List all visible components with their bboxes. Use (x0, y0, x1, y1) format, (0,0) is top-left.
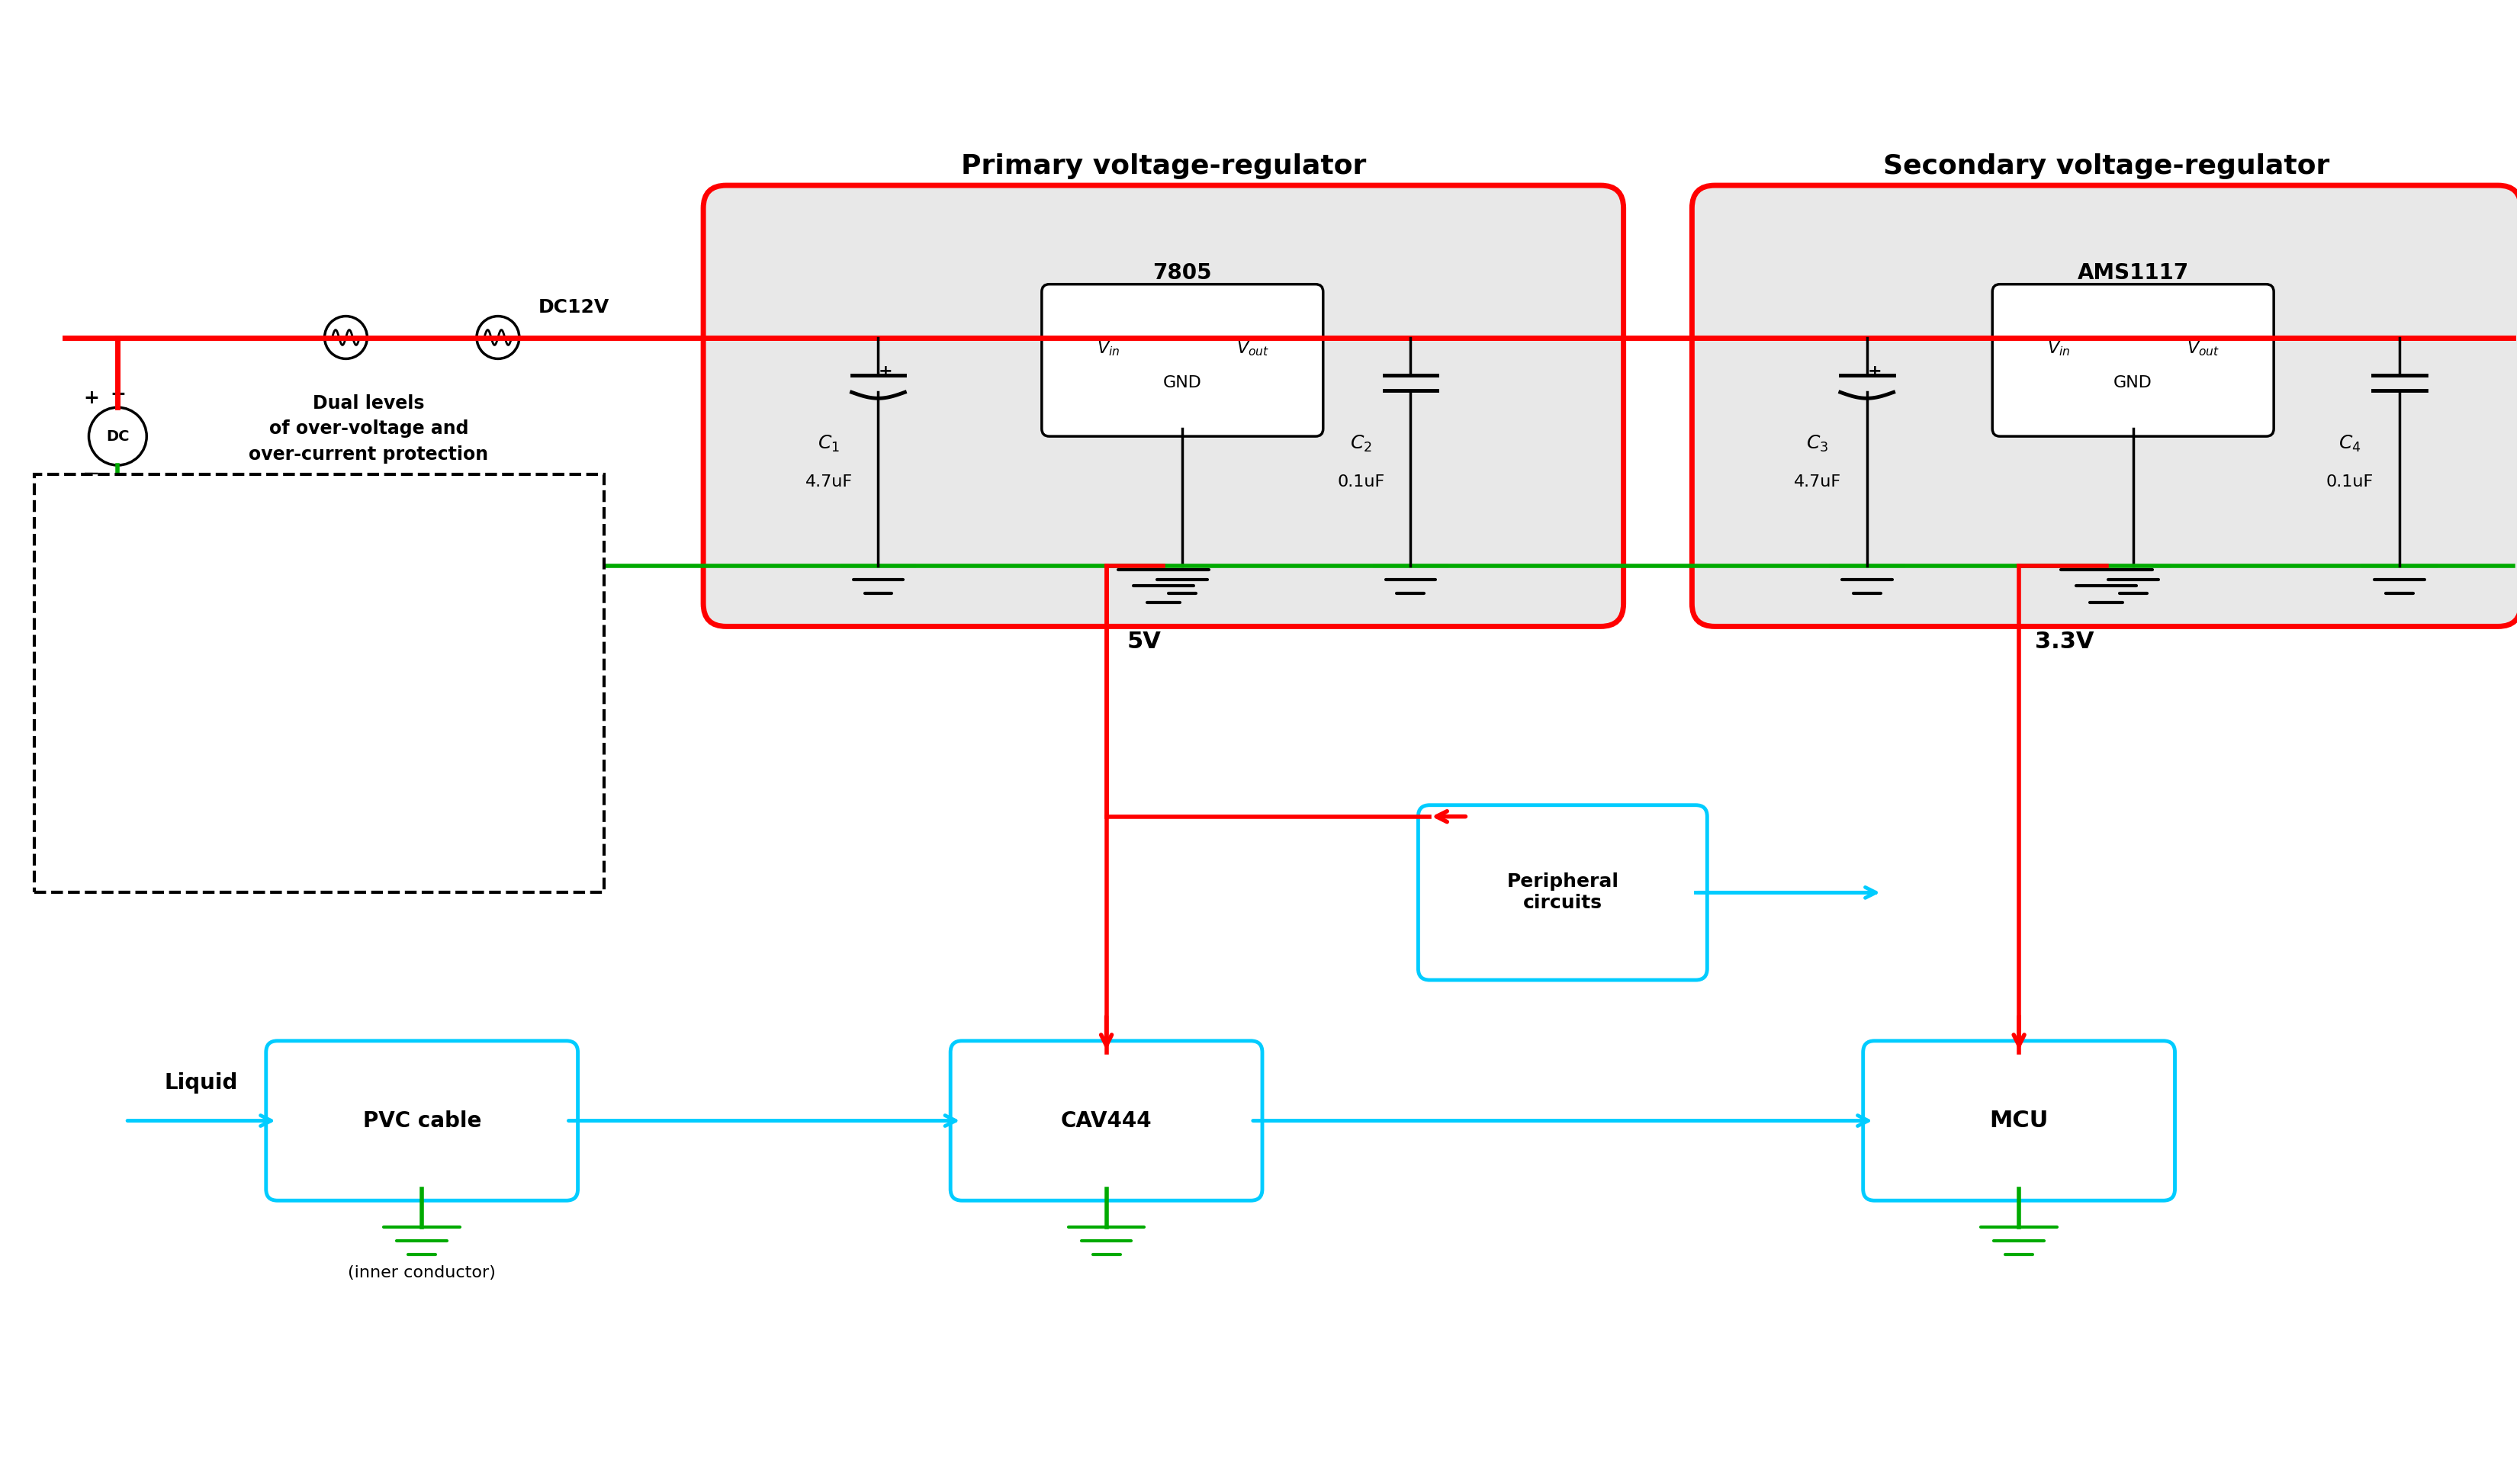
Text: 0.1uF: 0.1uF (2326, 475, 2374, 489)
Text: $C_1$: $C_1$ (816, 434, 839, 454)
Text: 7805: 7805 (1152, 262, 1212, 284)
Text: −: − (83, 463, 101, 485)
Text: +: + (111, 385, 126, 404)
FancyBboxPatch shape (35, 475, 605, 892)
Text: AMS1117: AMS1117 (2076, 262, 2187, 284)
FancyBboxPatch shape (1041, 284, 1323, 437)
Text: $C_2$: $C_2$ (1351, 434, 1371, 454)
FancyBboxPatch shape (950, 1040, 1263, 1200)
Text: GND: GND (1162, 375, 1202, 391)
FancyBboxPatch shape (267, 1040, 577, 1200)
Text: $C_4$: $C_4$ (2339, 434, 2361, 454)
Text: DC12V: DC12V (539, 297, 610, 316)
Text: GND: GND (2114, 375, 2152, 391)
Text: $V_{out}$: $V_{out}$ (2187, 340, 2220, 357)
Text: +: + (83, 390, 98, 407)
Text: DC: DC (106, 429, 129, 444)
Text: CAV444: CAV444 (1061, 1110, 1152, 1131)
Text: +: + (879, 365, 892, 379)
Text: 0.1uF: 0.1uF (1338, 475, 1383, 489)
Text: Dual levels
of over-voltage and
over-current protection: Dual levels of over-voltage and over-cur… (249, 394, 489, 463)
Text: $V_{out}$: $V_{out}$ (1235, 340, 1270, 357)
Text: 5V: 5V (1126, 630, 1162, 653)
Text: $V_{in}$: $V_{in}$ (2046, 340, 2069, 357)
Text: Primary voltage-regulator: Primary voltage-regulator (960, 154, 1366, 179)
Text: (inner conductor): (inner conductor) (348, 1266, 496, 1280)
FancyBboxPatch shape (703, 186, 1623, 627)
Text: Power: Power (353, 555, 436, 577)
FancyBboxPatch shape (1862, 1040, 2175, 1200)
Text: Secondary voltage-regulator: Secondary voltage-regulator (1882, 154, 2328, 179)
Text: 4.7uF: 4.7uF (1794, 475, 1840, 489)
FancyBboxPatch shape (1691, 186, 2520, 627)
Text: +: + (1867, 365, 1880, 379)
FancyBboxPatch shape (1991, 284, 2273, 437)
Text: −: − (108, 467, 126, 489)
Text: Peripheral
circuits: Peripheral circuits (1507, 873, 1618, 913)
Text: $C_3$: $C_3$ (1807, 434, 1827, 454)
Text: $V_{in}$: $V_{in}$ (1096, 340, 1119, 357)
FancyBboxPatch shape (1419, 806, 1706, 980)
Text: 4.7uF: 4.7uF (804, 475, 852, 489)
Text: GND: GND (353, 677, 411, 699)
Text: Liquid: Liquid (164, 1072, 237, 1093)
Text: MCU: MCU (1988, 1109, 2049, 1132)
Text: PVC cable: PVC cable (363, 1110, 481, 1131)
Text: Signal: Signal (353, 798, 436, 820)
Text: 3.3V: 3.3V (2034, 630, 2094, 653)
